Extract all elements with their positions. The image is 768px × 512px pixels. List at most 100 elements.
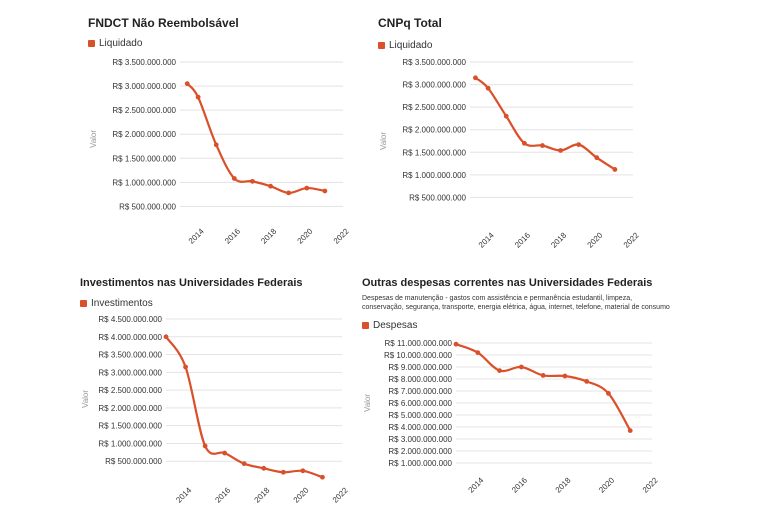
- gridlines: [470, 61, 633, 198]
- y-axis-title: Valor: [363, 394, 372, 412]
- y-tick-label: R$ 1.000.000.000: [112, 178, 176, 187]
- gridlines: [180, 61, 343, 207]
- data-point[interactable]: [322, 188, 328, 194]
- data-point[interactable]: [183, 364, 188, 370]
- y-tick-label: R$ 11.000.000.000: [385, 339, 453, 348]
- legend-swatch: [362, 322, 369, 329]
- y-axis-title: Valor: [379, 132, 388, 150]
- data-point[interactable]: [163, 334, 169, 340]
- series-line: [186, 82, 326, 194]
- chart-title: FNDCT Não Reembolsável: [88, 16, 239, 30]
- y-tick-label: R$ 2.500.000.000: [402, 103, 466, 112]
- y-tick-label: R$ 5.000.000.000: [388, 411, 452, 420]
- data-point[interactable]: [280, 469, 286, 475]
- y-tick-label: R$ 500.000.000: [119, 202, 176, 211]
- x-tick-label: 2020: [296, 226, 315, 245]
- legend[interactable]: Despesas: [362, 320, 417, 331]
- y-tick-label: R$ 500.000.000: [409, 193, 466, 202]
- data-point[interactable]: [202, 443, 208, 449]
- legend-swatch: [80, 300, 87, 307]
- data-point[interactable]: [268, 183, 273, 189]
- y-tick-label: R$ 3.500.000.000: [112, 58, 176, 67]
- y-tick-label: R$ 2.500.000.000: [98, 386, 162, 395]
- y-tick-label: R$ 9.000.000.000: [388, 363, 452, 372]
- data-point[interactable]: [261, 465, 267, 471]
- data-point[interactable]: [320, 474, 325, 480]
- data-point[interactable]: [473, 75, 478, 81]
- data-point[interactable]: [594, 155, 600, 161]
- x-tick-label: 2016: [513, 230, 532, 249]
- data-point[interactable]: [576, 142, 582, 148]
- x-tick-label: 2022: [331, 485, 350, 504]
- data-point[interactable]: [606, 391, 611, 396]
- x-tick-label: 2018: [554, 475, 573, 494]
- y-axis-title: Valor: [89, 130, 98, 148]
- data-point[interactable]: [485, 85, 491, 91]
- y-tick-label: R$ 3.000.000.000: [112, 82, 176, 91]
- data-point[interactable]: [503, 113, 509, 119]
- data-point[interactable]: [286, 190, 292, 196]
- gridlines: [456, 342, 652, 464]
- data-point[interactable]: [241, 461, 247, 467]
- legend[interactable]: Liquidado: [88, 38, 142, 49]
- data-point[interactable]: [584, 379, 590, 384]
- chart-subtitle: Despesas de manutenção - gastos com assi…: [362, 295, 670, 311]
- line-chart: R$ 1.000.000.000 R$ 2.000.000.000 R$ 3.000…: [363, 339, 660, 495]
- y-tick-label: R$ 1.000.000.000: [402, 171, 466, 180]
- x-tick-label: 2016: [213, 485, 232, 504]
- data-point[interactable]: [540, 143, 545, 148]
- series-line: [164, 335, 324, 479]
- y-tick-label: R$ 500.000.000: [105, 457, 162, 466]
- data-point[interactable]: [453, 341, 459, 347]
- data-point[interactable]: [558, 148, 563, 153]
- legend[interactable]: Investimentos: [80, 298, 153, 309]
- y-tick-label: R$ 2.000.000.000: [388, 447, 452, 456]
- legend-label: Liquidado: [99, 38, 143, 49]
- y-tick-label: R$ 2.000.000.000: [98, 404, 162, 413]
- legend-label: Despesas: [373, 320, 418, 331]
- data-point[interactable]: [627, 428, 633, 433]
- data-point[interactable]: [562, 373, 568, 379]
- data-point[interactable]: [497, 368, 502, 373]
- data-point[interactable]: [300, 468, 306, 474]
- y-tick-label: R$ 4.000.000.000: [388, 423, 452, 432]
- legend-swatch: [88, 40, 95, 47]
- gridlines: [166, 318, 342, 462]
- y-tick-label: R$ 10.000.000.000: [384, 351, 453, 360]
- chart-outras-despesas: Outras despesas correntes nas Universida…: [362, 277, 672, 507]
- data-point[interactable]: [540, 373, 546, 378]
- data-point[interactable]: [521, 140, 527, 146]
- data-point[interactable]: [304, 185, 310, 191]
- y-tick-label: R$ 3.500.000.000: [98, 351, 162, 360]
- legend-label: Liquidado: [389, 40, 433, 51]
- x-tick-label: 2018: [549, 230, 568, 249]
- line-chart: R$ 500.000.000 R$ 1.000.000.000 R$ 1.500.0…: [379, 58, 641, 250]
- line-chart: R$ 500.000.000 R$ 1.000.000.000 R$ 1.500.0…: [89, 58, 351, 246]
- data-point[interactable]: [250, 178, 255, 184]
- chart-title: Investimentos nas Universidades Federais: [80, 277, 303, 289]
- chart-title: CNPq Total: [378, 16, 442, 30]
- data-point[interactable]: [184, 81, 190, 87]
- x-tick-label: 2020: [597, 475, 616, 494]
- x-tick-label: 2022: [622, 230, 641, 249]
- data-point[interactable]: [518, 364, 524, 370]
- data-point[interactable]: [213, 142, 219, 148]
- data-point[interactable]: [612, 167, 618, 172]
- y-tick-label: R$ 1.500.000.000: [98, 422, 162, 431]
- y-tick-label: R$ 4.500.000.000: [98, 315, 162, 324]
- data-point[interactable]: [231, 176, 237, 181]
- data-point[interactable]: [475, 350, 481, 355]
- y-tick-label: R$ 3.000.000.000: [98, 368, 162, 377]
- data-point[interactable]: [222, 450, 228, 456]
- chart-fndct: FNDCT Não Reembolsável Liquidado R$ 500.…: [88, 16, 378, 266]
- series-line: [454, 343, 632, 432]
- y-tick-label: R$ 7.000.000.000: [388, 387, 452, 396]
- y-tick-label: R$ 2.000.000.000: [402, 126, 466, 135]
- line-chart: R$ 500.000.000 R$ 1.000.000.000 R$ 1.500.0…: [81, 315, 350, 505]
- legend[interactable]: Liquidado: [378, 40, 432, 51]
- data-point[interactable]: [195, 94, 201, 100]
- y-tick-label: R$ 1.500.000.000: [402, 148, 466, 157]
- y-tick-label: R$ 1.000.000.000: [388, 459, 452, 468]
- y-tick-label: R$ 6.000.000.000: [388, 399, 452, 408]
- chart-investimentos: Investimentos nas Universidades Federais…: [80, 277, 380, 507]
